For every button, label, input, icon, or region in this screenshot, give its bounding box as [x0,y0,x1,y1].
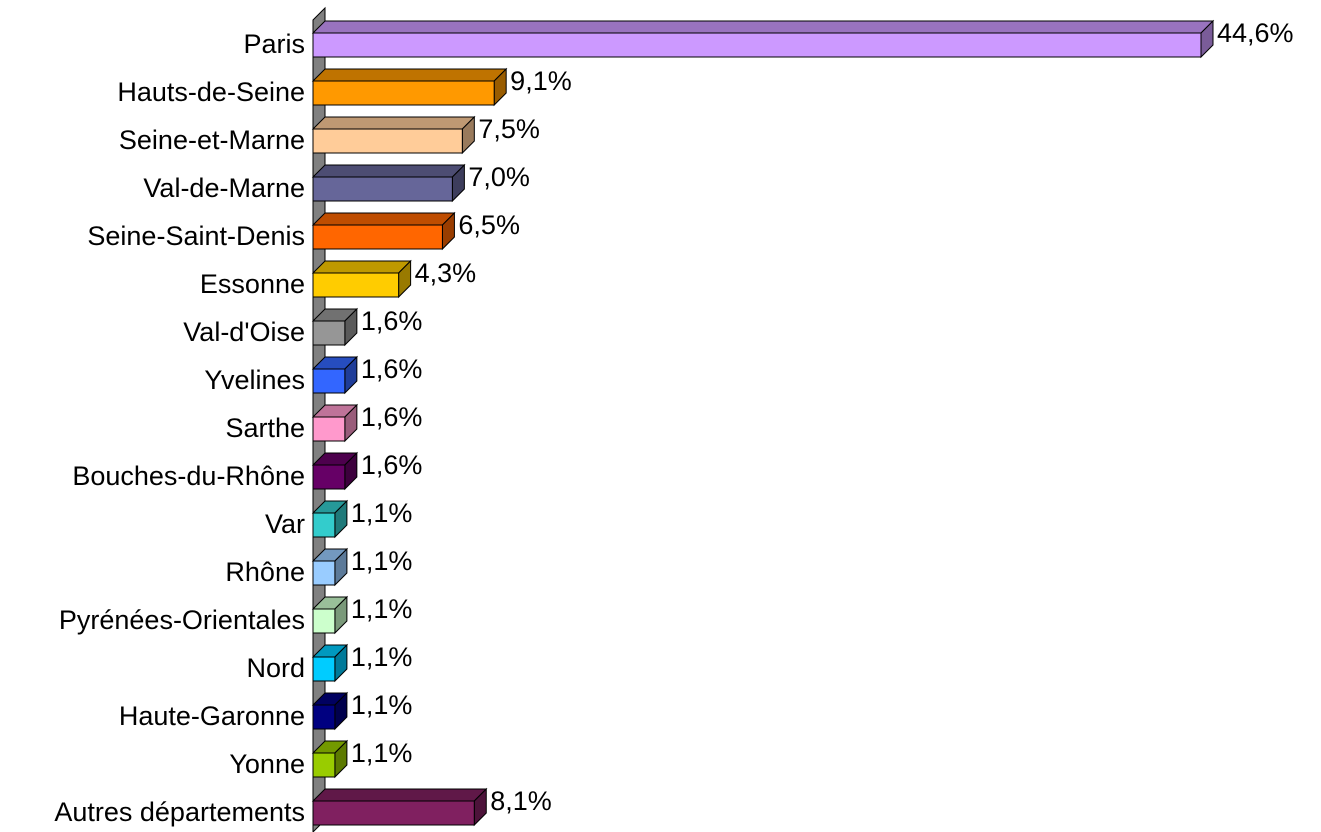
bar [312,800,475,826]
y-tick-label: Val-de-Marne [143,173,305,203]
data-label: 1,6% [361,354,423,384]
data-label: 7,0% [468,162,530,192]
y-tick-label: Haute-Garonne [119,701,305,731]
bar-top [311,20,1215,34]
bar-top [311,212,456,226]
y-tick-label: Seine-et-Marne [119,125,305,155]
y-tick-label: Autres départements [54,797,305,827]
data-label: 1,6% [361,306,423,336]
bar [312,608,336,634]
bar-top [311,164,466,178]
bar-top [311,788,488,802]
data-label: 7,5% [478,114,540,144]
bar [312,32,1202,58]
bar-top [311,260,412,274]
bar-top [311,116,476,130]
bar [312,656,336,682]
y-tick-label: Pyrénées-Orientales [59,605,305,635]
y-tick-label: Nord [246,653,305,683]
data-label: 1,1% [351,690,413,720]
data-label: 4,3% [415,258,477,288]
data-label: 1,1% [351,498,413,528]
data-label: 1,6% [361,402,423,432]
data-label: 6,5% [458,210,520,240]
y-tick-label: Var [265,509,305,539]
y-tick-label: Bouches-du-Rhône [72,461,305,491]
data-label: 8,1% [490,786,552,816]
bar [312,560,336,586]
bar [312,464,346,490]
bar [312,512,336,538]
bar [312,128,463,154]
data-label: 1,1% [351,738,413,768]
y-tick-label: Yonne [229,749,305,779]
y-tick-label: Seine-Saint-Denis [87,221,305,251]
data-label: 44,6% [1217,18,1294,48]
y-tick-label: Essonne [200,269,305,299]
bar [312,416,346,442]
bar [312,176,453,202]
y-tick-label: Val-d'Oise [183,317,305,347]
data-label: 9,1% [510,66,572,96]
y-tick-label: Sarthe [225,413,305,443]
data-label: 1,1% [351,594,413,624]
data-label: 1,1% [351,546,413,576]
data-label: 1,1% [351,642,413,672]
y-tick-label: Hauts-de-Seine [117,77,305,107]
y-tick-label: Paris [243,29,305,59]
bar [312,224,443,250]
data-label: 1,6% [361,450,423,480]
y-tick-label: Rhône [225,557,305,587]
y-tick-label: Yvelines [204,365,305,395]
bar [312,368,346,394]
bar [312,704,336,730]
bar-top [311,68,508,82]
bar [312,80,495,106]
bar [312,272,400,298]
bar [312,752,336,778]
bar [312,320,346,346]
